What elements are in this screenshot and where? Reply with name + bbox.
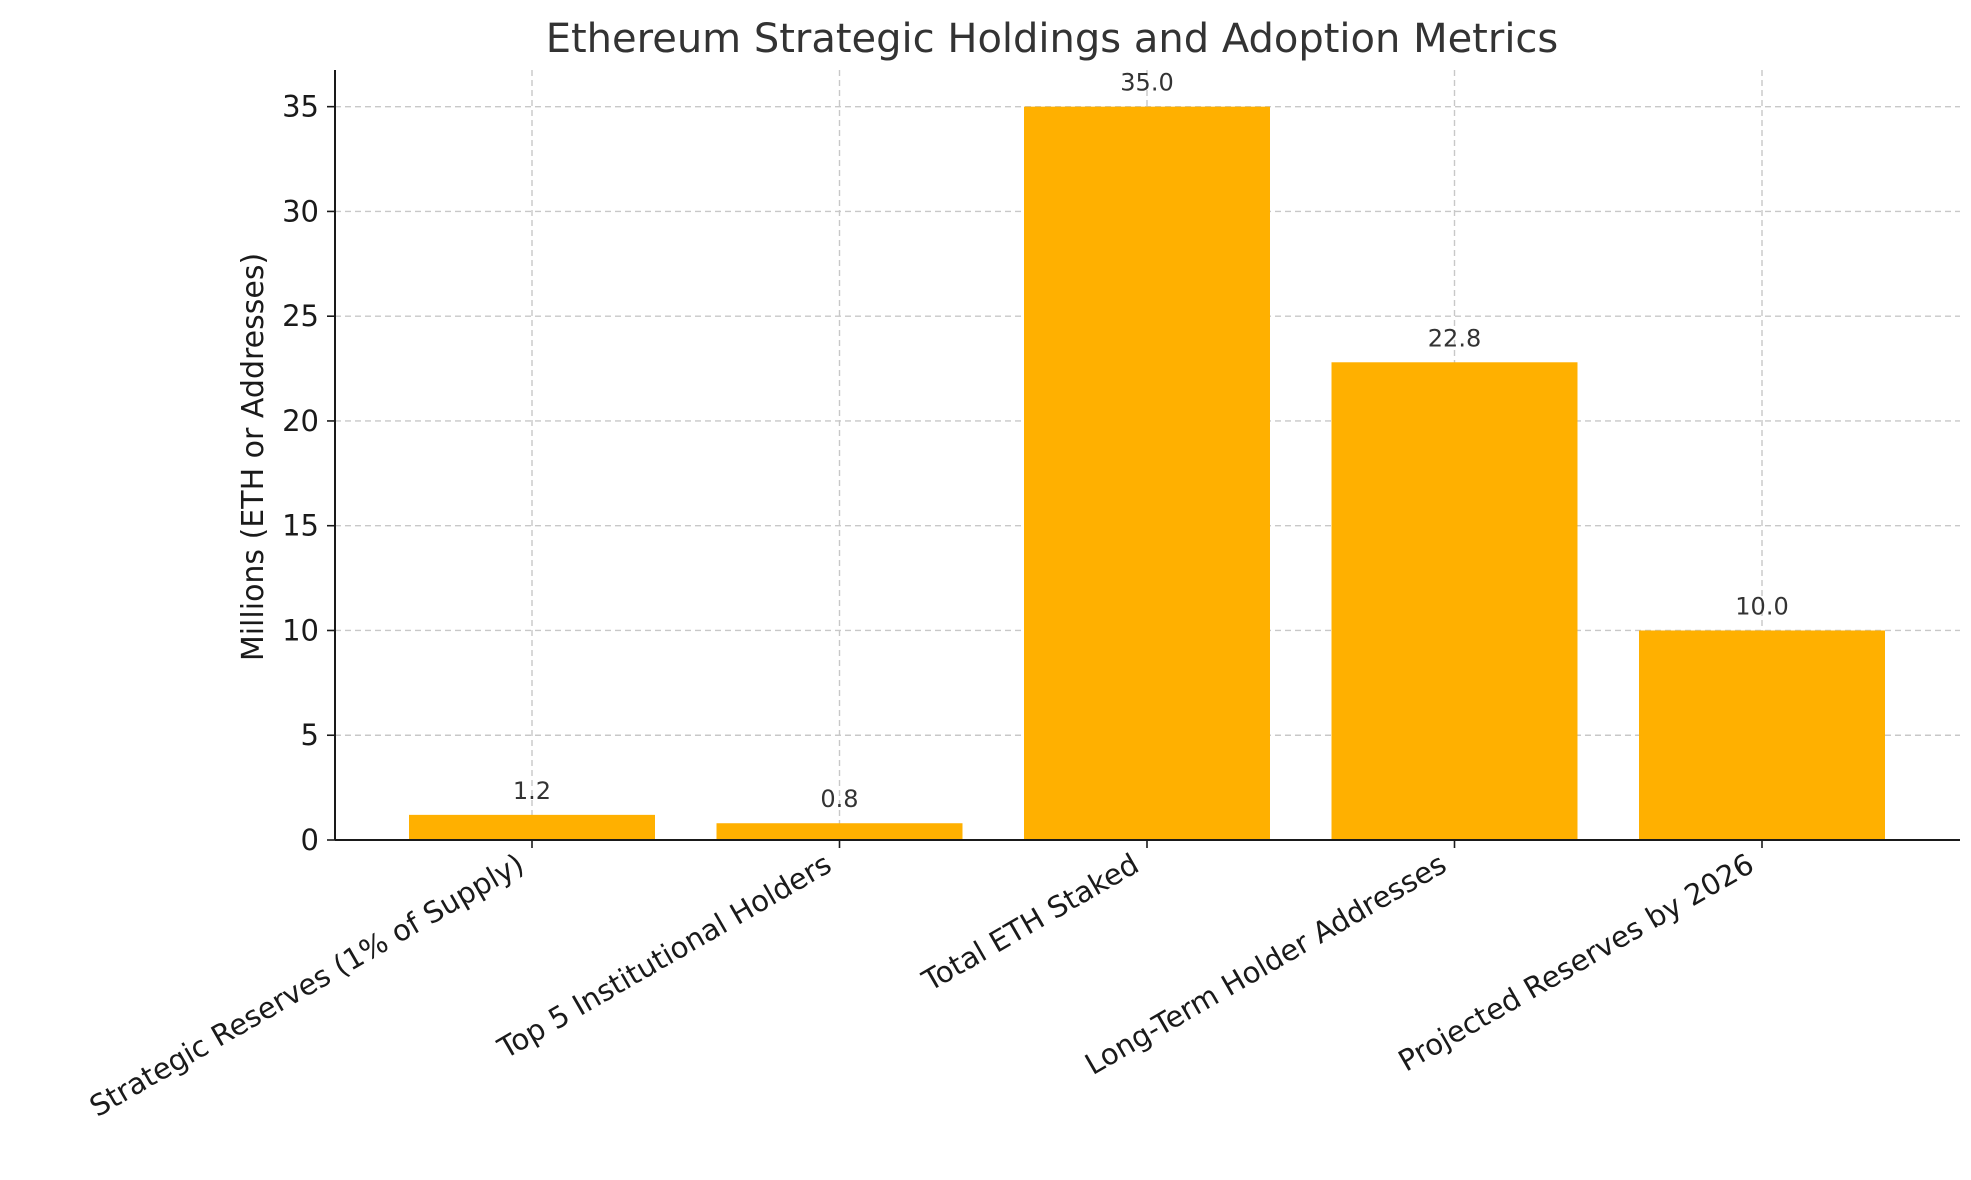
bar-value-label-2: 35.0	[1120, 69, 1173, 97]
y-tick-label-10: 10	[282, 613, 319, 647]
bars-layer	[409, 106, 1885, 840]
bar-3	[1331, 362, 1578, 840]
bar-value-labels: 1.2 0.8 35.0 22.8 10.0	[513, 69, 1789, 814]
y-tick-label-0: 0	[301, 823, 319, 857]
chart-title: Ethereum Strategic Holdings and Adoption…	[546, 16, 1559, 62]
bar-2	[1024, 106, 1270, 840]
bar-value-label-3: 22.8	[1428, 324, 1481, 352]
y-tick-label-20: 20	[282, 404, 319, 438]
bar-value-label-1: 0.8	[820, 785, 858, 813]
y-ticks: 0 5 10 15 20 25 30 35	[282, 90, 335, 857]
y-axis-label: Millions (ETH or Addresses)	[236, 253, 271, 661]
x-tick-label-1: Top 5 Institutional Holders	[491, 847, 837, 1066]
y-tick-label-30: 30	[282, 194, 319, 228]
y-tick-label-25: 25	[282, 299, 319, 333]
x-tick-label-2: Total ETH Staked	[916, 847, 1145, 999]
bar-value-label-0: 1.2	[513, 777, 551, 805]
bar-4	[1639, 630, 1885, 840]
y-tick-label-5: 5	[301, 718, 319, 752]
bar-value-label-4: 10.0	[1735, 592, 1788, 620]
x-ticks: Strategic Reserves (1% of Supply)Top 5 I…	[84, 840, 1763, 1124]
bar-1	[716, 823, 963, 840]
y-tick-label-15: 15	[282, 509, 319, 543]
x-tick-label-4: Projected Reserves by 2026	[1392, 847, 1759, 1079]
bar-0	[409, 814, 655, 840]
y-tick-label-35: 35	[282, 90, 319, 124]
x-tick-label-0: Strategic Reserves (1% of Supply)	[84, 847, 530, 1124]
